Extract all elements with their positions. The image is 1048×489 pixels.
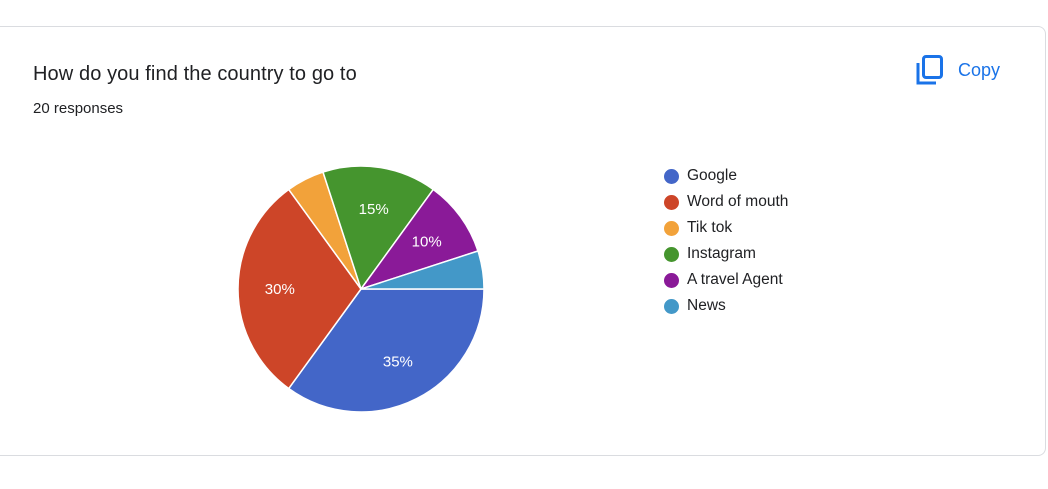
legend-swatch <box>664 168 679 184</box>
pie-slice-a-travel-agent[interactable] <box>360 188 479 290</box>
legend-label: News <box>687 297 726 314</box>
legend-label: Google <box>687 167 737 184</box>
copy-button-label: Copy <box>958 59 1001 80</box>
copy-icon <box>916 55 943 85</box>
legend-item-instagram[interactable]: Instagram <box>664 241 788 267</box>
legend-swatch <box>664 298 679 314</box>
pie-slice-label-a-travel-agent: 10% <box>412 233 442 250</box>
legend-swatch <box>664 246 679 262</box>
legend-label: A travel Agent <box>687 271 783 288</box>
legend-item-word-of-mouth[interactable]: Word of mouth <box>664 189 788 215</box>
pie-slice-instagram[interactable] <box>322 165 435 290</box>
chart-legend: Google Word of mouth Tik tok Instagram A tra… <box>664 163 788 319</box>
legend-item-tik-tok[interactable]: Tik tok <box>664 215 788 241</box>
pie-chart: 35% 30% 15% 10% <box>237 165 485 413</box>
pie-slice-news[interactable] <box>360 250 485 290</box>
question-title: How do you find the country to go to <box>33 63 357 85</box>
legend-label: Instagram <box>687 245 756 262</box>
legend-label: Tik tok <box>687 219 733 236</box>
legend-item-a-travel-agent[interactable]: A travel Agent <box>664 267 788 293</box>
legend-item-google[interactable]: Google <box>664 163 788 189</box>
copy-button[interactable]: Copy <box>916 53 1000 87</box>
pie-slice-word-of-mouth[interactable] <box>237 188 362 390</box>
question-card: How do you find the country to go to 20 … <box>0 26 1046 456</box>
legend-item-news[interactable]: News <box>664 293 788 319</box>
pie-slice-google[interactable] <box>287 288 485 413</box>
pie-slice-label-instagram: 15% <box>359 201 389 218</box>
legend-swatch <box>664 220 679 236</box>
response-count: 20 responses <box>33 100 124 117</box>
pie-slice-label-google: 35% <box>383 353 413 370</box>
legend-label: Word of mouth <box>687 193 789 210</box>
legend-swatch <box>664 272 679 288</box>
pie-slice-label-word-of-mouth: 30% <box>265 281 295 298</box>
legend-swatch <box>664 194 679 210</box>
